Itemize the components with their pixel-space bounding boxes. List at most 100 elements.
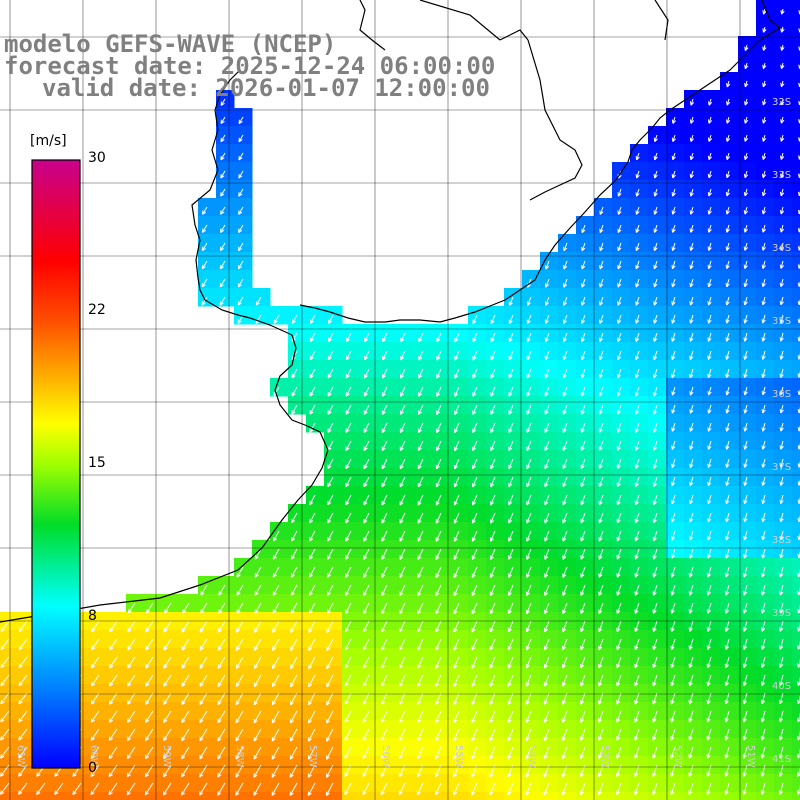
wind-arrow (616, 638, 622, 651)
wind-arrow (471, 530, 478, 542)
wind-arrow (235, 656, 244, 669)
wind-arrow (580, 602, 586, 615)
wind-arrow (307, 728, 316, 742)
wind-arrow (272, 530, 280, 542)
wind-arrow (525, 692, 532, 705)
wind-arrow (344, 782, 352, 796)
wind-arrow (670, 620, 676, 632)
wind-arrow (525, 602, 532, 615)
wind-arrow (472, 368, 478, 379)
wind-arrow (544, 530, 550, 542)
wind-arrow (760, 584, 766, 596)
field-cell (792, 198, 800, 217)
wind-arrow (435, 746, 442, 760)
wind-arrow (362, 746, 370, 759)
wind-arrow (743, 296, 748, 306)
wind-arrow (526, 458, 532, 470)
wind-arrow (291, 386, 298, 397)
wind-arrow (707, 494, 712, 505)
wind-arrow (761, 296, 766, 306)
wind-arrow (762, 98, 767, 106)
wind-arrow (688, 638, 694, 651)
wind-arrow (399, 656, 406, 669)
wind-arrow (507, 710, 514, 723)
wind-arrow (580, 350, 586, 361)
wind-arrow (127, 656, 136, 669)
wind-arrow (725, 368, 730, 379)
wind-arrow (416, 782, 424, 796)
wind-arrow (453, 530, 460, 542)
wind-arrow (291, 512, 298, 524)
wind-arrow (689, 494, 694, 505)
wind-arrow (345, 602, 352, 615)
wind-arrow (779, 458, 784, 468)
wind-arrow (599, 278, 604, 288)
wind-arrow (761, 476, 766, 486)
wind-arrow (580, 458, 586, 470)
wind-arrow (706, 728, 712, 741)
wind-arrow (471, 782, 478, 796)
wind-arrow (743, 242, 748, 251)
wind-arrow (779, 566, 784, 578)
wind-arrow (253, 674, 262, 688)
wind-arrow (344, 674, 352, 687)
colorbar-tick-0: 0 (88, 760, 97, 776)
wind-arrow (363, 602, 370, 615)
wind-arrow (181, 710, 190, 724)
wind-arrow (220, 98, 226, 106)
wind-arrow (724, 710, 730, 723)
wind-arrow (290, 674, 298, 688)
wind-arrow (36, 782, 46, 795)
wind-arrow (90, 728, 100, 741)
wind-arrow (562, 314, 568, 324)
wind-arrow (238, 170, 244, 179)
wind-arrow (490, 440, 496, 452)
wind-arrow (346, 332, 352, 343)
wind-arrow (508, 440, 514, 452)
wind-arrow (653, 188, 658, 197)
wind-arrow (652, 404, 658, 415)
field-cell (792, 180, 800, 199)
wind-arrow (253, 728, 262, 742)
wind-arrow (761, 386, 766, 396)
field-cell (792, 54, 800, 73)
wind-arrow (54, 782, 64, 796)
wind-arrow (271, 728, 280, 742)
wind-arrow (761, 314, 766, 324)
field-cell (792, 432, 800, 451)
wind-arrow (599, 224, 604, 234)
wind-arrow (508, 512, 514, 524)
wind-arrow (598, 422, 604, 433)
wind-arrow (670, 746, 676, 759)
wind-arrow (543, 782, 550, 796)
wind-arrow (598, 350, 604, 361)
wind-arrow (199, 638, 208, 651)
wind-arrow (345, 476, 352, 488)
wind-arrow (761, 242, 766, 251)
wind-arrow (289, 710, 298, 724)
field-cell (792, 36, 800, 55)
wind-arrow (635, 278, 640, 288)
wind-arrow (453, 458, 460, 470)
wind-arrow (616, 404, 622, 415)
wind-arrow (146, 602, 154, 614)
field-cell (792, 504, 800, 523)
wind-arrow (670, 656, 676, 669)
wind-arrow (308, 602, 316, 614)
wind-arrow (201, 224, 208, 233)
wind-arrow (724, 692, 730, 705)
wind-arrow (778, 638, 784, 650)
wind-arrow (236, 602, 244, 614)
wind-arrow (689, 206, 694, 215)
wind-arrow (653, 332, 658, 342)
wind-arrow (634, 566, 640, 578)
wind-arrow (688, 584, 694, 596)
field-cell (324, 792, 343, 800)
wind-arrow (760, 656, 766, 668)
wind-arrow (597, 710, 604, 723)
wind-arrow (779, 476, 784, 486)
wind-arrow (436, 332, 442, 343)
wind-arrow (417, 656, 424, 669)
wind-arrow (307, 746, 316, 760)
wind-arrow (760, 692, 766, 705)
